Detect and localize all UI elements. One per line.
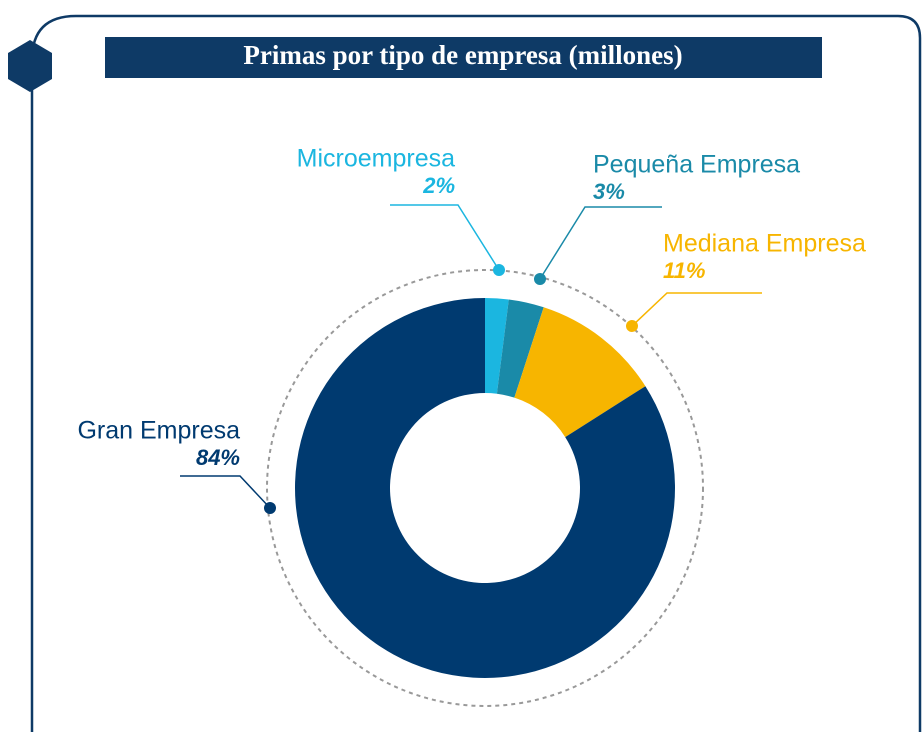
donut-slice — [514, 307, 646, 438]
category-label: Microempresa — [297, 145, 455, 173]
label-dot — [534, 273, 546, 285]
leader-line — [390, 204, 500, 271]
dashed-ring — [266, 269, 704, 707]
donut-slice — [295, 298, 675, 678]
leader-line — [180, 475, 271, 509]
label-dot — [626, 320, 638, 332]
chart-title: Primas por tipo de empresa (millones) — [243, 40, 682, 70]
category-label: Mediana Empresa — [663, 230, 866, 258]
hexagon — [8, 40, 52, 92]
value-label: 2% — [422, 173, 455, 198]
leader-line — [631, 292, 762, 327]
leader-line — [539, 206, 662, 280]
label-dot — [264, 502, 276, 514]
label-dot — [493, 264, 505, 276]
category-label: Pequeña Empresa — [593, 151, 800, 179]
category-label: Gran Empresa — [77, 417, 240, 445]
donut-slice — [496, 299, 544, 398]
donut-slice — [485, 298, 509, 394]
value-label: 3% — [593, 179, 625, 204]
title-bar — [105, 37, 822, 78]
value-label: 11% — [663, 258, 705, 283]
value-label: 84% — [196, 445, 240, 470]
